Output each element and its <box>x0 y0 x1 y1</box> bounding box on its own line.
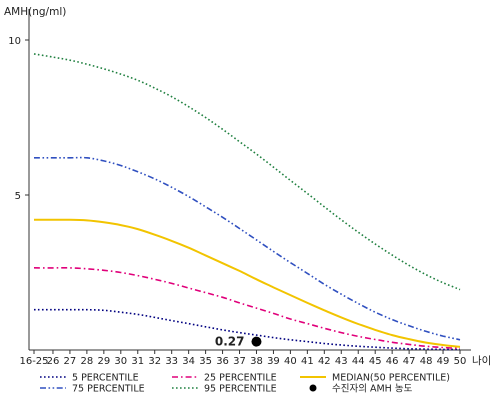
x-tick-label: 37 <box>233 356 246 367</box>
x-tick-label: 28 <box>81 356 94 367</box>
x-tick-label: 34 <box>182 356 195 367</box>
x-axis-label: 나이 <box>472 355 491 367</box>
highlight-point-label: 0.27 <box>215 335 245 349</box>
series-line-4 <box>33 53 461 291</box>
series-line-1 <box>33 267 461 350</box>
x-tick-label: 31 <box>131 356 144 367</box>
legend-swatch-point <box>309 384 317 392</box>
x-tick-label: 47 <box>403 356 416 367</box>
x-tick-label: 39 <box>267 356 280 367</box>
x-tick-label: 49 <box>437 356 450 367</box>
y-axis-label: AMH(ng/ml) <box>4 6 66 18</box>
x-tick-label: 27 <box>64 356 77 367</box>
legend-label-3: 75 PERCENTILE <box>72 384 145 395</box>
legend-label-4: 95 PERCENTILE <box>204 384 277 395</box>
x-tick-label: 29 <box>97 356 110 367</box>
axes <box>28 9 471 351</box>
x-tick-label: 41 <box>301 356 314 367</box>
x-tick-label: 38 <box>250 356 263 367</box>
series-line-3 <box>34 156 461 341</box>
x-tick-label: 32 <box>148 356 161 367</box>
x-tick-label: 43 <box>335 356 348 367</box>
legend-label-2: MEDIAN(50 PERCENTILE) <box>332 373 450 384</box>
x-tick-label: 36 <box>216 356 229 367</box>
legend: 5 PERCENTILE 25 PERCENTILE MEDIAN(50 PERCE… <box>40 373 450 395</box>
legend-label-point: 수진자의 AMH 농도 <box>332 384 413 395</box>
highlight-point-group: 0.27 <box>215 335 262 349</box>
highlight-point <box>251 336 262 347</box>
x-tick-label: 33 <box>165 356 178 367</box>
x-tick-label: 50 <box>454 356 467 367</box>
y-tick-label: 10 <box>8 36 21 47</box>
x-tick-label: 48 <box>420 356 433 367</box>
y-tick-labels: 5 10 <box>8 36 29 202</box>
x-tick-label: 35 <box>199 356 212 367</box>
y-tick-label: 5 <box>15 191 21 202</box>
x-tick-label: 46 <box>386 356 399 367</box>
series-line-2 <box>34 218 461 348</box>
series-lines <box>33 53 461 351</box>
x-tick-label: 26 <box>47 356 60 367</box>
legend-label-0: 5 PERCENTILE <box>72 373 139 384</box>
x-tick-label: 44 <box>352 356 365 367</box>
x-tick-label: 42 <box>318 356 331 367</box>
x-tick-label: 16-25 <box>19 356 48 367</box>
x-tick-label: 45 <box>369 356 382 367</box>
x-tick-label: 40 <box>284 356 297 367</box>
x-tick-label: 30 <box>114 356 127 367</box>
legend-label-1: 25 PERCENTILE <box>204 373 277 384</box>
